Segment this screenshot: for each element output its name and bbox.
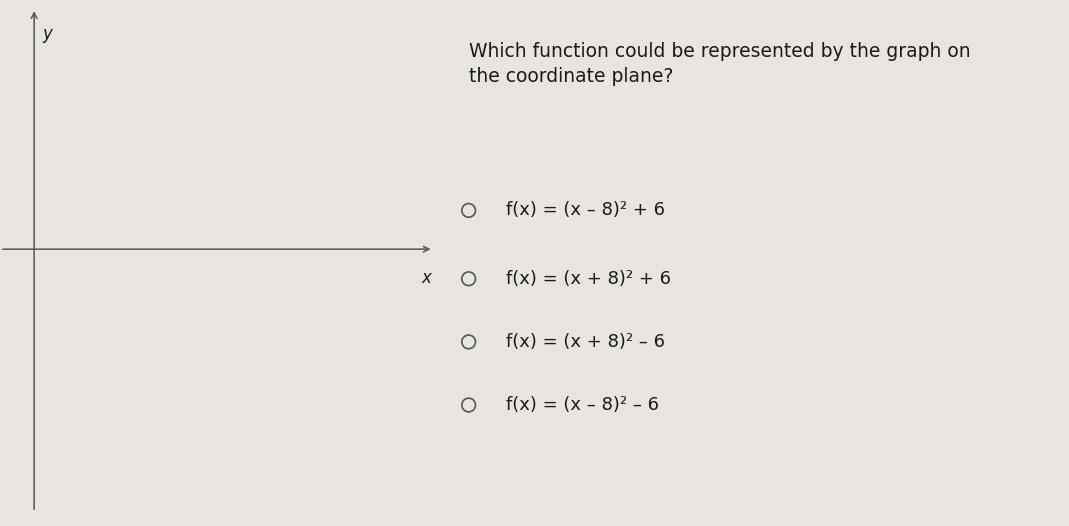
Text: f(x) = (x – 8)² + 6: f(x) = (x – 8)² + 6 bbox=[507, 201, 665, 219]
Text: f(x) = (x – 8)² – 6: f(x) = (x – 8)² – 6 bbox=[507, 396, 660, 414]
Text: x: x bbox=[421, 269, 432, 287]
Text: Which function could be represented by the graph on
the coordinate plane?: Which function could be represented by t… bbox=[468, 42, 971, 86]
Text: f(x) = (x + 8)² + 6: f(x) = (x + 8)² + 6 bbox=[507, 270, 671, 288]
Text: y: y bbox=[43, 25, 52, 43]
Text: f(x) = (x + 8)² – 6: f(x) = (x + 8)² – 6 bbox=[507, 333, 665, 351]
